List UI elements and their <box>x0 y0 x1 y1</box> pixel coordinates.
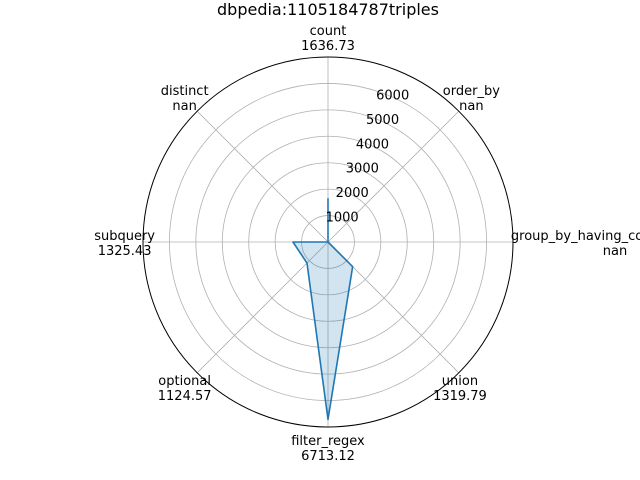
radial-tick-label-1: 2000 <box>336 186 369 201</box>
radial-tick-label-0: 1000 <box>326 211 359 226</box>
axis-name: group_by_having_count_distinct <box>511 229 640 244</box>
series-fill <box>292 198 353 420</box>
axis-name: distinct <box>161 84 209 99</box>
spoke-5 <box>196 241 329 374</box>
axis-name: optional <box>158 374 211 389</box>
radial-tick-label-2: 3000 <box>346 162 379 177</box>
axis-value: nan <box>459 99 483 114</box>
axis-name: order_by <box>443 84 500 99</box>
axis-name: union <box>442 374 478 389</box>
spoke-7 <box>196 110 329 243</box>
axis-value: nan <box>603 244 627 259</box>
axis-name: filter_regex <box>291 434 365 449</box>
outer-ring <box>142 56 514 428</box>
axis-labels: count1636.73order_bynangroup_by_having_c… <box>94 24 640 464</box>
radial-tick-label-4: 5000 <box>366 113 399 128</box>
axis-value: 6713.12 <box>301 449 355 464</box>
axis-value: 1319.79 <box>433 389 487 404</box>
radial-tick-label-5: 6000 <box>376 88 409 103</box>
axis-value: 1124.57 <box>158 389 212 404</box>
chart-title: dbpedia:1105184787triples <box>217 0 439 19</box>
axis-name: subquery <box>94 229 155 244</box>
spoke-1 <box>327 110 460 243</box>
data-series <box>292 197 354 421</box>
series-line <box>292 197 354 421</box>
axis-value: 1636.73 <box>301 39 355 54</box>
axis-value: nan <box>172 99 196 114</box>
radial-tick-labels: 1000 2000 3000 4000 5000 6000 <box>326 88 410 225</box>
radial-tick-label-3: 4000 <box>356 137 389 152</box>
outer-circle <box>142 56 514 428</box>
axis-value: 1325.43 <box>98 244 152 259</box>
axis-name: count <box>310 24 347 39</box>
